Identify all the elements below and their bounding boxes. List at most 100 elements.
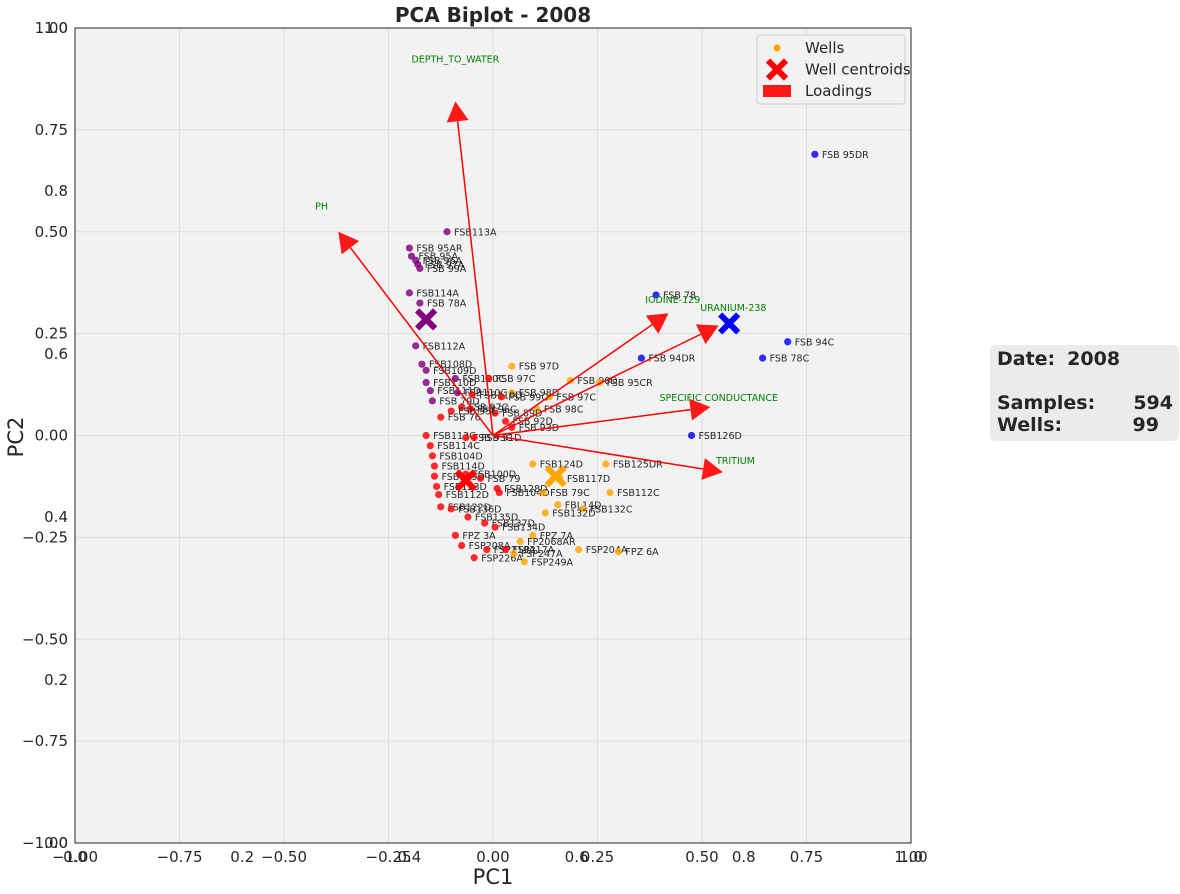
y-ghost-tick-label: 0.0 (44, 834, 68, 852)
well-point-label: FSB 99C (508, 392, 548, 403)
well-point (412, 342, 420, 350)
well-point (529, 531, 537, 539)
x-ghost-tick-label: 0.6 (565, 848, 589, 866)
well-point (491, 409, 499, 417)
well-point-label: FSB 78C (770, 354, 810, 365)
y-tick-label: −0.50 (22, 630, 68, 648)
loading-arrow-head (645, 313, 669, 334)
well-point (462, 433, 470, 442)
well-point-label: FSB122D (448, 502, 491, 513)
loading-arrow-shaft (492, 333, 702, 437)
well-point (430, 462, 439, 470)
y-tick-label: 0.25 (35, 325, 68, 343)
well-point-label: FSP208A (469, 541, 511, 552)
well-point (426, 387, 434, 395)
info-wells-label: Wells: (997, 414, 1063, 436)
well-point (422, 366, 430, 374)
well-point (443, 228, 451, 236)
y-ghost-tick-label: 0.2 (44, 671, 68, 689)
well-point (405, 289, 413, 297)
well-point-label: FSB 97A (425, 260, 465, 271)
y-tick-label: 0.75 (35, 121, 68, 139)
well-point (422, 431, 430, 440)
well-point-label: FSB124D (540, 460, 583, 471)
loading-label: URANIUM-238 (700, 303, 766, 314)
loading-arrow-head (338, 231, 360, 255)
y-tick-label: 1.00 (35, 19, 68, 37)
well-point (575, 546, 583, 554)
well-point-label: FSP217A (513, 545, 555, 556)
well-point-label: FSB135D (475, 513, 518, 524)
well-point (468, 391, 476, 399)
well-point-label: FSB110D (433, 378, 476, 389)
well-point (554, 501, 562, 509)
x-ghost-tick-label: 0.0 (63, 848, 87, 866)
loading-arrow-shaft (492, 408, 691, 437)
well-point-label: FSB113C (433, 431, 476, 442)
well-point (533, 405, 541, 413)
well-point-label: FSB 95CR (607, 378, 654, 389)
loading-arrow-shaft (492, 324, 653, 437)
well-point (614, 548, 623, 556)
legend-marker-dot (773, 44, 781, 52)
x-tick-label: 0.75 (790, 848, 823, 866)
well-point-label: FPZ 7A (540, 531, 574, 542)
loading-arrow-shaft (492, 434, 704, 470)
y-ghost-tick-label: 1.0 (44, 19, 68, 37)
well-point-label: FSB120C (462, 374, 505, 385)
well-point-label: FSB126D (699, 431, 742, 442)
well-point (529, 460, 537, 468)
well-point-label: FSB113A (454, 227, 497, 238)
well-point (432, 482, 441, 491)
well-point (428, 397, 436, 405)
x-tick-label: −1.00 (52, 848, 98, 866)
well-point (422, 378, 430, 387)
well-point-label: FSB 79D (439, 396, 479, 407)
x-ghost-tick-label: 0.2 (230, 848, 254, 866)
well-point-label: FSB 98C (544, 405, 584, 416)
well-point-label: FSB100D (473, 470, 516, 481)
x-ghost-tick-label: 1.0 (899, 848, 923, 866)
well-point-label: FSB112A (423, 341, 466, 352)
well-point (811, 150, 819, 158)
well-point (428, 452, 436, 460)
well-point (539, 488, 547, 497)
well-point (418, 360, 426, 368)
well-point (458, 541, 466, 550)
well-point-label: FSB 92D (513, 417, 553, 428)
well-point-label: FSB128D (504, 484, 547, 495)
info-wells-value: 99 (1132, 414, 1159, 436)
loading-label: IODINE-129 (645, 295, 700, 306)
well-point-label: FPZ 3A (462, 531, 496, 542)
x-tick-label: −0.50 (261, 848, 307, 866)
well-point (458, 403, 466, 411)
x-tick-label: −0.25 (366, 848, 412, 866)
y-ghost-tick-label: 0.8 (44, 182, 68, 200)
well-point (687, 431, 696, 440)
well-point-label: FSB 97C (469, 402, 509, 413)
loading-arrow-head (446, 101, 469, 123)
plot-frame (74, 27, 912, 844)
well-point-label: FSB125DR (613, 460, 663, 471)
well-point (497, 393, 505, 401)
well-point-label: FSB 98D (519, 388, 559, 399)
well-point-label: FSB 97C (496, 374, 536, 385)
well-point (520, 558, 528, 566)
well-point (416, 299, 424, 307)
well-point-label: FSB136D (458, 504, 501, 515)
well-point (579, 505, 587, 513)
well-centroid (414, 308, 438, 331)
loading-label: PH (315, 201, 328, 212)
well-point (652, 291, 660, 299)
info-samples-label: Samples: (997, 392, 1096, 414)
well-point-label: FSB 95A (418, 252, 458, 263)
well-point-label: FSB123D (444, 482, 487, 493)
y-ghost-tick-label: 0.6 (44, 345, 68, 363)
well-point (491, 523, 499, 531)
well-point-label: FSB132C (590, 504, 633, 515)
well-point (602, 460, 610, 468)
x-tick-label: 0.25 (581, 848, 614, 866)
well-point-label: FSB 76 (448, 413, 481, 424)
well-point-label: FSB 94C (795, 337, 835, 348)
